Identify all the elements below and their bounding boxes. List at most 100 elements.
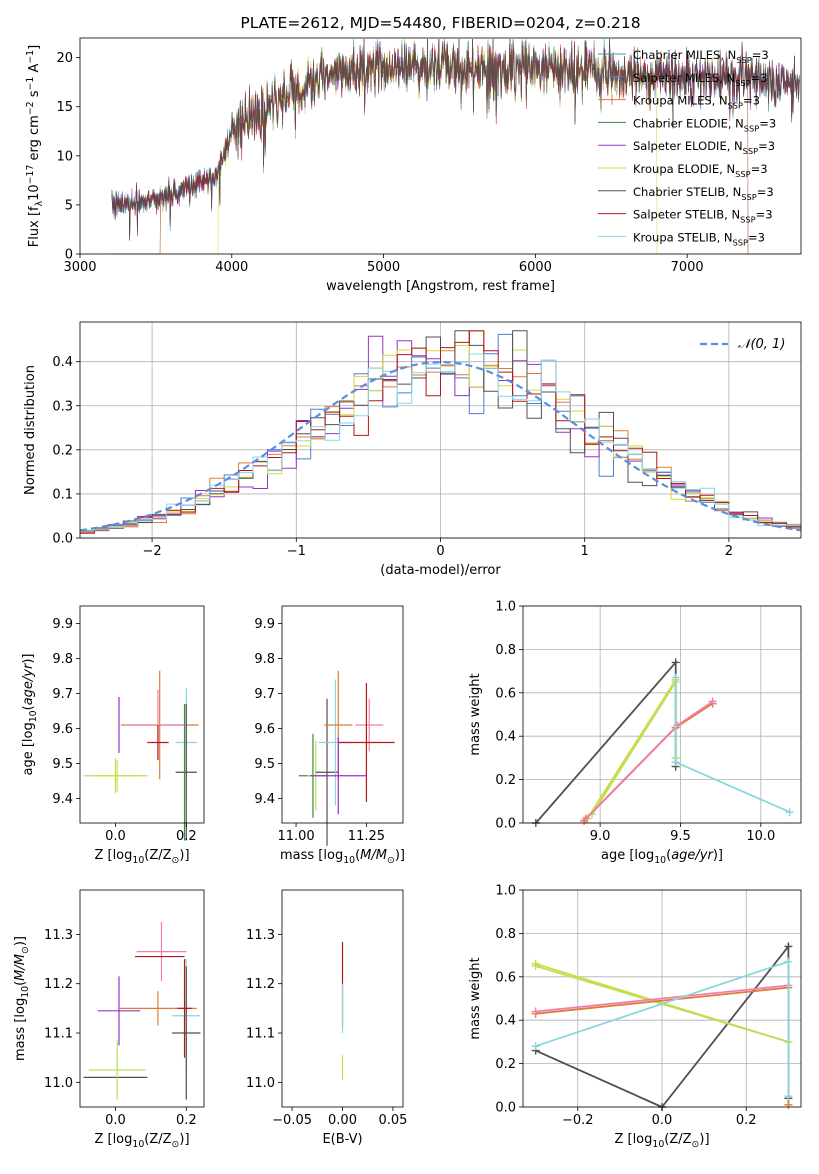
legend-label: Kroupa ELODIE, NSSP=3 xyxy=(633,162,768,179)
legend-label: Chabrier MILES, NSSP=3 xyxy=(633,48,769,65)
plot-area xyxy=(531,658,794,827)
x-axis-label: Z [log10(Z/Z⊙)] xyxy=(94,848,189,866)
y-tick-label: 0.8 xyxy=(495,643,516,658)
y-tick-label: 5 xyxy=(65,198,73,213)
y-tick-label: 11.1 xyxy=(44,1027,73,1042)
weight-marker xyxy=(671,758,680,767)
y-tick-label: 0.2 xyxy=(495,773,516,788)
x-axis-label: E(B-V) xyxy=(322,1132,362,1147)
chart-weight_vs_age: 9.0 9.5 10.0 0.0 0.2 0.4 0.6 0.8 1.0 age [log10(a… xyxy=(468,600,802,866)
errorbar xyxy=(136,922,187,982)
x-tick-label: 1 xyxy=(581,544,589,559)
x-tick-label: 2 xyxy=(725,544,733,559)
errorbar xyxy=(95,760,139,792)
x-tick-label: −1 xyxy=(287,544,306,559)
plot-area xyxy=(298,670,395,846)
x-tick-label: 0 xyxy=(436,544,444,559)
y-tick-label: 0.2 xyxy=(495,1057,516,1072)
errorbar xyxy=(338,683,395,802)
x-tick-label: 4000 xyxy=(215,260,248,275)
errorbar xyxy=(147,725,169,760)
x-axis-label: age [log10(age/yr)] xyxy=(601,848,723,866)
y-tick-label: 10 xyxy=(56,149,73,164)
errorbar xyxy=(177,959,192,1058)
y-tick-label: 15 xyxy=(56,100,73,115)
y-axis-label: age [log10(age/yr)] xyxy=(21,653,39,775)
y-tick-label: 11.0 xyxy=(246,1076,275,1091)
histogram-series xyxy=(80,353,801,531)
x-tick-label: 11.00 xyxy=(277,829,314,844)
chart-mass_vs_Z: 0.0 0.2 11.0 11.1 11.2 11.3 Z [log10(Z/Z⊙)] mas… xyxy=(13,889,205,1150)
y-tick-label: 0 xyxy=(65,248,73,263)
x-axis-label: Z [log10(Z/Z⊙)] xyxy=(614,1132,709,1150)
x-tick-label: 0.2 xyxy=(176,1113,197,1128)
y-tick-label: 0.0 xyxy=(495,817,516,832)
axes-frame: 11.00 11.25 9.4 9.5 9.6 9.7 9.8 9.9 mass [log10(… xyxy=(254,605,405,866)
errorbar xyxy=(315,698,339,846)
residuals-panel: −2 −1 0 1 2 0.0 0.1 0.2 0.3 0.4 (data-model)/error… xyxy=(23,321,802,578)
axes-frame-box xyxy=(79,605,205,824)
y-tick-label: 0.6 xyxy=(495,686,516,701)
parameter-panels: 0.0 0.2 9.4 9.5 9.6 9.7 9.8 9.9 Z [log10(Z/Z⊙)] a… xyxy=(13,600,802,1150)
x-tick-label: 0.00 xyxy=(328,1113,357,1128)
weight-marker xyxy=(784,1092,793,1101)
plot-area xyxy=(79,330,802,534)
weight-marker xyxy=(784,957,793,966)
weight-marker xyxy=(671,658,680,667)
axes-frame: 0.0 0.2 11.0 11.1 11.2 11.3 Z [log10(Z/Z⊙)] mas… xyxy=(13,889,205,1150)
errorbar xyxy=(88,1040,146,1100)
y-tick-label: 0.2 xyxy=(52,443,73,458)
spectrum-line xyxy=(111,38,800,240)
y-tick-label: 0.0 xyxy=(52,532,73,547)
axes-frame: −0.05 0.00 0.05 11.0 11.1 11.2 11.3 E(B-V) xyxy=(246,889,407,1147)
x-axis-label: (data-model)/error xyxy=(380,563,501,578)
y-tick-label: 9.8 xyxy=(52,652,73,667)
normal-curve xyxy=(79,360,802,532)
chart-age_vs_mass: 11.00 11.25 9.4 9.5 9.6 9.7 9.8 9.9 mass [log10(… xyxy=(254,605,405,866)
y-tick-label: 9.9 xyxy=(52,617,73,632)
plot-area xyxy=(83,922,201,1100)
x-tick-label: 0.2 xyxy=(736,1113,757,1128)
y-tick-label: 11.1 xyxy=(246,1027,275,1042)
legend-label: Chabrier STELIB, NSSP=3 xyxy=(633,185,774,202)
x-tick-label: 9.0 xyxy=(590,829,611,844)
x-tick-label: 0.2 xyxy=(176,829,197,844)
plot-area xyxy=(83,670,199,841)
y-tick-label: 11.3 xyxy=(246,928,275,943)
x-tick-label: 0.0 xyxy=(105,1113,126,1128)
y-tick-label: 9.6 xyxy=(52,722,73,737)
y-tick-label: 9.7 xyxy=(254,687,275,702)
legend-label: Salpeter ELODIE, NSSP=3 xyxy=(633,139,775,156)
chart-weight_vs_Z: −0.2 0.0 0.2 0.0 0.2 0.4 0.6 0.8 1.0 Z [log10(Z/Z… xyxy=(468,884,802,1150)
y-tick-label: 1.0 xyxy=(495,884,516,899)
y-tick-label: 0.4 xyxy=(52,355,73,370)
y-tick-label: 11.2 xyxy=(246,977,275,992)
weight-marker xyxy=(784,1100,793,1109)
chart-mass_vs_ebv: −0.05 0.00 0.05 11.0 11.1 11.2 11.3 E(B-V) xyxy=(246,889,407,1147)
weight-marker xyxy=(671,673,680,682)
y-tick-label: 9.5 xyxy=(52,757,73,772)
x-tick-label: 3000 xyxy=(63,260,96,275)
y-tick-label: 0.4 xyxy=(495,730,516,745)
x-axis-label: Z [log10(Z/Z⊙)] xyxy=(94,1132,189,1150)
y-axis-label: Flux [fλ10−17 erg cm−2 s−1 A−1] xyxy=(25,45,45,247)
legend-label: Kroupa STELIB, NSSP=3 xyxy=(633,230,765,247)
weight-marker xyxy=(708,697,717,706)
axes-frame-box xyxy=(79,37,802,255)
axes-frame: −0.2 0.0 0.2 0.0 0.2 0.4 0.6 0.8 1.0 Z [log10(Z/Z… xyxy=(468,884,802,1150)
x-tick-label: 7000 xyxy=(671,260,704,275)
x-tick-label: −2 xyxy=(143,544,162,559)
y-tick-label: 9.6 xyxy=(254,722,275,737)
y-tick-label: 0.8 xyxy=(495,927,516,942)
y-tick-label: 9.7 xyxy=(52,687,73,702)
y-axis-label: mass weight xyxy=(468,673,483,755)
legend: Chabrier MILES, NSSP=3 Salpeter MILES, NS… xyxy=(598,48,776,247)
errorbar xyxy=(175,704,197,841)
x-tick-label: 6000 xyxy=(519,260,552,275)
axes-frame: 3000 4000 5000 6000 7000 0 5 10 15 20 wavelength [… xyxy=(25,37,802,294)
axes-frame-box xyxy=(79,889,205,1108)
y-tick-label: 11.0 xyxy=(44,1076,73,1091)
weight-marker xyxy=(784,942,793,951)
y-tick-label: 9.4 xyxy=(254,792,275,807)
